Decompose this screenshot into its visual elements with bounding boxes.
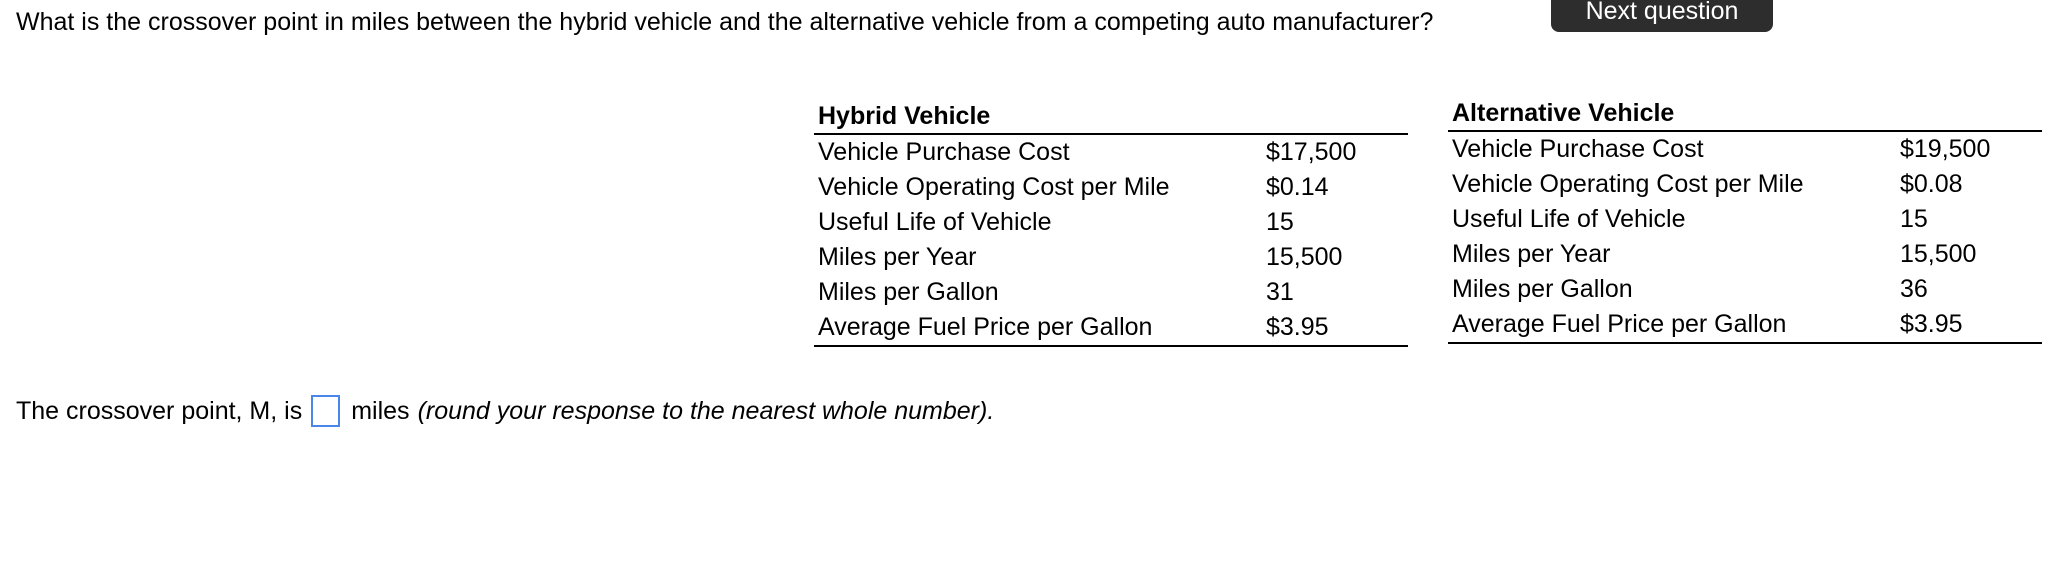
row-value: 15	[1900, 205, 1928, 233]
row-label: Useful Life of Vehicle	[1452, 205, 1686, 233]
row-value: 15,500	[1266, 243, 1343, 271]
crossover-answer-input[interactable]	[311, 395, 341, 427]
row-label: Average Fuel Price per Gallon	[1448, 307, 1896, 344]
table-row: Vehicle Purchase Cost $19,500	[1448, 131, 2042, 167]
row-label: Useful Life of Vehicle	[818, 208, 1052, 236]
row-value: 15,500	[1900, 240, 1977, 268]
question-text: What is the crossover point in miles bet…	[16, 8, 1434, 36]
row-value: $3.95	[1896, 307, 2042, 344]
hybrid-table-title: Hybrid Vehicle	[814, 99, 1262, 135]
row-label: Vehicle Purchase Cost	[818, 138, 1070, 166]
row-label: Miles per Year	[818, 243, 977, 271]
table-row: Vehicle Operating Cost per Mile $0.08	[1448, 167, 2042, 202]
row-label: Miles per Gallon	[1452, 275, 1633, 303]
row-label: Vehicle Operating Cost per Mile	[818, 173, 1170, 201]
row-value: 36	[1900, 275, 1928, 303]
row-label: Miles per Year	[1452, 240, 1611, 268]
table-row: Useful Life of Vehicle 15	[1448, 202, 2042, 237]
table-row: Vehicle Operating Cost per Mile $0.14	[814, 170, 1408, 205]
table-row: Miles per Year 15,500	[1448, 237, 2042, 272]
row-label: Vehicle Purchase Cost	[1452, 135, 1704, 163]
table-row: Average Fuel Price per Gallon $3.95	[814, 310, 1408, 347]
alternative-table-title: Alternative Vehicle	[1448, 96, 1896, 132]
answer-instruction: (round your response to the nearest whol…	[417, 397, 995, 425]
table-row: Average Fuel Price per Gallon $3.95	[1448, 307, 2042, 344]
row-label: Miles per Gallon	[818, 278, 999, 306]
row-value: 31	[1266, 278, 1294, 306]
next-question-button[interactable]: Next question	[1551, 0, 1773, 32]
hybrid-table-value-header	[1262, 99, 1408, 135]
alternative-vehicle-table: Alternative Vehicle Vehicle Purchase Cos…	[1448, 96, 2042, 344]
table-row: Miles per Gallon 31	[814, 275, 1408, 310]
hybrid-vehicle-table: Hybrid Vehicle Vehicle Purchase Cost $17…	[814, 99, 1408, 347]
table-row: Miles per Gallon 36	[1448, 272, 2042, 307]
row-value: $0.14	[1266, 173, 1329, 201]
alternative-table-value-header	[1896, 96, 2042, 132]
table-row: Miles per Year 15,500	[814, 240, 1408, 275]
row-value: $0.08	[1900, 170, 1963, 198]
answer-unit: miles	[351, 397, 410, 425]
row-label: Average Fuel Price per Gallon	[814, 310, 1262, 347]
table-row: Vehicle Purchase Cost $17,500	[814, 134, 1408, 170]
answer-prefix: The crossover point, M, is	[16, 397, 303, 425]
row-value: $17,500	[1266, 138, 1357, 166]
row-value: $19,500	[1900, 135, 1991, 163]
answer-line: The crossover point, M, is miles (round …	[16, 393, 994, 429]
table-row: Useful Life of Vehicle 15	[814, 205, 1408, 240]
row-label: Vehicle Operating Cost per Mile	[1452, 170, 1804, 198]
row-value: $3.95	[1262, 310, 1408, 347]
row-value: 15	[1266, 208, 1294, 236]
